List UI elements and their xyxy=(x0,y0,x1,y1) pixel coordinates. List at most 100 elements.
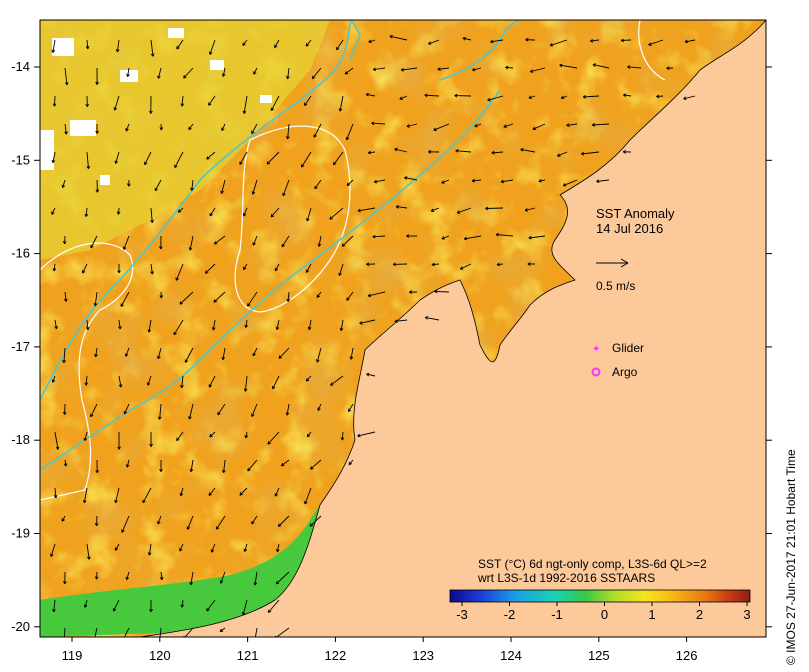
current-vector-head xyxy=(549,43,554,47)
current-vector-head xyxy=(495,232,499,237)
current-vector xyxy=(503,123,514,128)
current-vector-head xyxy=(95,130,99,134)
current-vector xyxy=(209,39,216,55)
current-vector-head xyxy=(94,522,99,527)
current-vector-head xyxy=(115,49,120,53)
current-vector xyxy=(124,627,130,637)
current-vector-head xyxy=(372,234,376,239)
current-vector-head xyxy=(316,359,320,363)
current-vector xyxy=(125,123,130,132)
current-vector-head xyxy=(61,184,66,189)
current-vector xyxy=(309,515,322,527)
current-vector-head xyxy=(306,217,310,222)
current-vector xyxy=(559,64,578,69)
current-vector xyxy=(160,571,163,580)
current-vector xyxy=(538,179,546,182)
current-vector-head xyxy=(437,67,441,71)
current-vector xyxy=(209,431,216,438)
current-vector xyxy=(123,403,130,415)
current-vector xyxy=(304,95,312,106)
current-vector-head xyxy=(94,576,99,580)
current-vector xyxy=(274,39,280,48)
current-vector-head xyxy=(527,262,531,266)
current-vector-head xyxy=(592,63,597,67)
current-vector xyxy=(82,263,88,274)
current-vector xyxy=(394,148,408,153)
current-vector-head xyxy=(219,628,224,633)
current-vector-head xyxy=(84,213,89,217)
current-vector-head xyxy=(219,580,224,584)
current-vector-head xyxy=(582,95,586,99)
current-vector xyxy=(179,291,194,305)
current-vector xyxy=(254,571,258,586)
current-vector-head xyxy=(183,75,187,79)
current-vector xyxy=(648,39,664,46)
lon-tick-label: 119 xyxy=(62,648,83,663)
current-vector xyxy=(120,291,130,307)
current-vector xyxy=(181,95,184,107)
current-vector xyxy=(684,39,696,43)
current-vector-head xyxy=(51,211,55,215)
current-vector xyxy=(287,67,290,79)
current-vector-head xyxy=(125,128,129,132)
current-vector xyxy=(251,515,258,525)
current-vector-head xyxy=(424,316,429,320)
current-vector xyxy=(221,123,226,131)
current-vector-head xyxy=(275,326,280,330)
current-vector xyxy=(115,543,120,551)
current-vector xyxy=(373,67,386,71)
colorbar-tick-label: 3 xyxy=(743,607,750,622)
current-vector xyxy=(401,67,418,71)
current-vector-head xyxy=(272,385,276,390)
current-vector xyxy=(148,543,152,556)
current-vector xyxy=(267,599,280,613)
current-vector xyxy=(209,207,216,217)
current-vector-head xyxy=(253,71,257,75)
current-vector xyxy=(222,347,226,360)
current-vector xyxy=(190,459,194,472)
no-data-patches xyxy=(40,28,272,185)
current-vector xyxy=(287,291,290,302)
current-vector-head xyxy=(83,437,88,442)
current-vector-head xyxy=(372,67,377,72)
colorbar-title-line1: SST (°C) 6d ngt-only comp, L3S-6d QL>=2 xyxy=(478,557,707,571)
current-vector-head xyxy=(472,67,476,72)
current-vector-head xyxy=(179,548,183,552)
current-vector xyxy=(205,263,216,274)
lon-tick-label: 121 xyxy=(237,648,259,663)
current-vector xyxy=(455,150,472,153)
current-vector xyxy=(157,347,162,359)
current-vector-head xyxy=(146,382,151,386)
current-vector-head xyxy=(252,242,256,246)
current-vector xyxy=(64,123,67,135)
current-vector-head xyxy=(87,556,91,560)
current-vector xyxy=(90,235,98,249)
current-vector xyxy=(150,39,154,57)
current-vector xyxy=(281,459,290,467)
current-vector xyxy=(305,263,312,273)
lat-tick-label: -19 xyxy=(11,526,30,541)
current-vector-head xyxy=(487,97,491,102)
current-vector-head xyxy=(338,272,342,277)
current-vector-head xyxy=(125,576,130,581)
current-vector xyxy=(359,319,376,324)
current-vector xyxy=(181,599,184,608)
glider-label: Glider xyxy=(612,341,644,355)
current-vector xyxy=(84,431,88,441)
current-vector xyxy=(252,179,258,195)
current-vector xyxy=(563,179,578,187)
current-vector xyxy=(433,123,450,131)
current-vector-head xyxy=(159,576,164,581)
current-vector xyxy=(592,123,610,126)
current-vector-head xyxy=(82,499,87,504)
current-vector-head xyxy=(357,433,361,438)
current-vector-head xyxy=(63,639,66,642)
current-vector xyxy=(406,123,418,127)
current-vector-head xyxy=(176,45,180,50)
current-vector-head xyxy=(424,93,428,98)
current-vector-head xyxy=(123,410,128,415)
current-vector-head xyxy=(274,635,277,637)
current-vector xyxy=(683,95,696,100)
current-vector xyxy=(187,515,194,530)
